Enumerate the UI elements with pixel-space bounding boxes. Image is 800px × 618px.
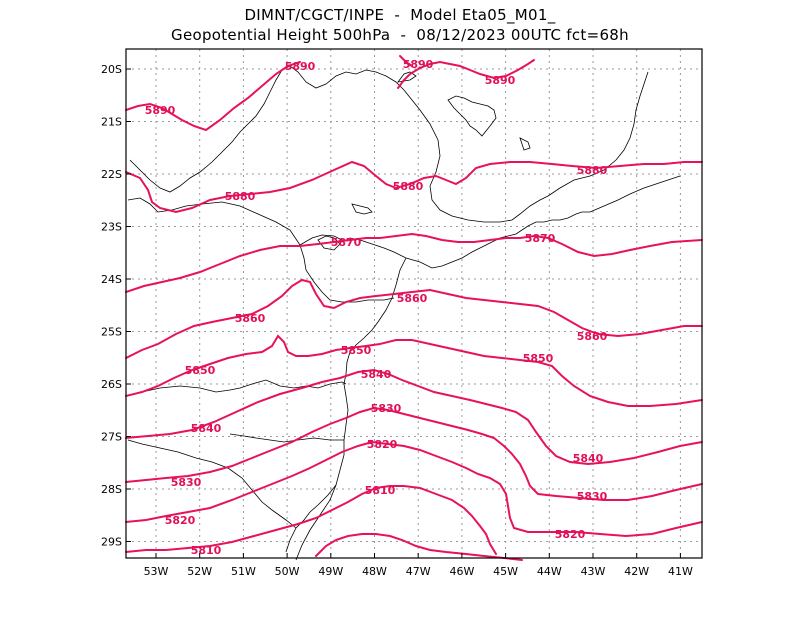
- y-tick-label: 24S: [101, 273, 122, 286]
- state-border-8: [547, 71, 649, 197]
- y-axis-ticks: 20S 21S 22S 23S 24S 25S 26S 27S 28S 29S: [101, 63, 131, 549]
- contour-5870: [125, 232, 703, 293]
- reservoir-1: [351, 203, 373, 215]
- contour-label: 5830: [577, 490, 608, 503]
- contour-label: 5830: [171, 476, 202, 489]
- contour-label: 5810: [365, 484, 396, 497]
- x-tick-label: 46W: [449, 565, 474, 578]
- state-border-3: [127, 379, 347, 396]
- contour-label: 5890: [403, 58, 434, 71]
- contour-label: 5840: [361, 368, 392, 381]
- contour-label: 5820: [367, 438, 398, 451]
- y-tick-label: 25S: [101, 326, 122, 339]
- x-axis-ticks: 53W 52W 51W 50W 49W 48W 47W 46W 45W 44W 43W 42W 41W: [144, 553, 693, 578]
- y-tick-label: 21S: [101, 116, 122, 129]
- y-tick-label: 23S: [101, 221, 122, 234]
- contour-5830: [125, 406, 703, 501]
- contour-5880: [125, 160, 703, 214]
- contour-labels: 5890 5890 5890 5890 5880 5880 5880 5870 …: [145, 58, 608, 557]
- river-1: [447, 95, 497, 137]
- contour-5850: [125, 334, 703, 407]
- contour-5860: [125, 278, 703, 359]
- x-tick-label: 45W: [493, 565, 518, 578]
- state-border-1: [127, 197, 301, 246]
- graticule-grid: [126, 49, 702, 558]
- contour-label: 5880: [225, 190, 256, 203]
- contour-label: 5870: [331, 236, 362, 249]
- y-tick-label: 27S: [101, 431, 122, 444]
- contour-label: 5840: [573, 452, 604, 465]
- state-border-2: [299, 244, 395, 303]
- reservoir-4: [397, 71, 417, 83]
- x-tick-label: 47W: [406, 565, 431, 578]
- chart-title-line2: Geopotential Height 500hPa - 08/12/2023 …: [171, 26, 629, 44]
- reservoir-2: [317, 235, 341, 251]
- contour-label: 5890: [485, 74, 516, 87]
- y-tick-label: 29S: [101, 536, 122, 549]
- y-tick-label: 20S: [101, 63, 122, 76]
- contour-label: 5890: [285, 60, 316, 73]
- contour-label: 5850: [185, 364, 216, 377]
- state-border-9: [589, 175, 681, 213]
- contour-label: 5880: [393, 180, 424, 193]
- x-tick-label: 53W: [144, 565, 169, 578]
- x-tick-label: 42W: [624, 565, 649, 578]
- map-frame: [125, 48, 703, 559]
- contour-5840: [125, 368, 703, 466]
- x-tick-label: 49W: [318, 565, 343, 578]
- contour-5890-a: [125, 61, 301, 132]
- contours: [125, 55, 703, 561]
- y-tick-label: 22S: [101, 168, 122, 181]
- state-border-6: [129, 65, 405, 193]
- contour-label: 5860: [397, 292, 428, 305]
- y-tick-label: 28S: [101, 483, 122, 496]
- x-tick-label: 44W: [537, 565, 562, 578]
- contour-label: 5820: [555, 528, 586, 541]
- x-tick-label: 50W: [275, 565, 300, 578]
- x-tick-label: 41W: [668, 565, 693, 578]
- y-tick-label: 26S: [101, 378, 122, 391]
- contour-label: 5860: [577, 330, 608, 343]
- coastline: [299, 211, 590, 269]
- x-tick-label: 52W: [187, 565, 212, 578]
- state-border-7: [403, 89, 549, 223]
- contour-label: 5890: [145, 104, 176, 117]
- contour-5810: [125, 485, 497, 555]
- contour-label: 5860: [235, 312, 266, 325]
- contour-label: 5840: [191, 422, 222, 435]
- contour-5890-c: [399, 55, 413, 67]
- x-tick-label: 43W: [581, 565, 606, 578]
- contour-label: 5810: [191, 544, 222, 557]
- contour-label: 5850: [341, 344, 372, 357]
- lagoon-coast: [285, 484, 337, 553]
- chart-title-line1: DIMNT/CGCT/INPE - Model Eta05_M01_: [244, 6, 556, 24]
- contour-label: 5870: [525, 232, 556, 245]
- contour-5800: [315, 533, 523, 561]
- coastline-south: [295, 257, 407, 561]
- contour-label: 5880: [577, 164, 608, 177]
- contour-5820: [125, 440, 703, 538]
- state-border-5: [229, 433, 344, 443]
- contour-label: 5820: [165, 514, 196, 527]
- x-tick-label: 48W: [362, 565, 387, 578]
- contour-label: 5830: [371, 402, 402, 415]
- x-tick-label: 51W: [231, 565, 256, 578]
- reservoir-3: [519, 137, 531, 151]
- contour-label: 5850: [523, 352, 554, 365]
- contour-5890-b: [397, 59, 535, 89]
